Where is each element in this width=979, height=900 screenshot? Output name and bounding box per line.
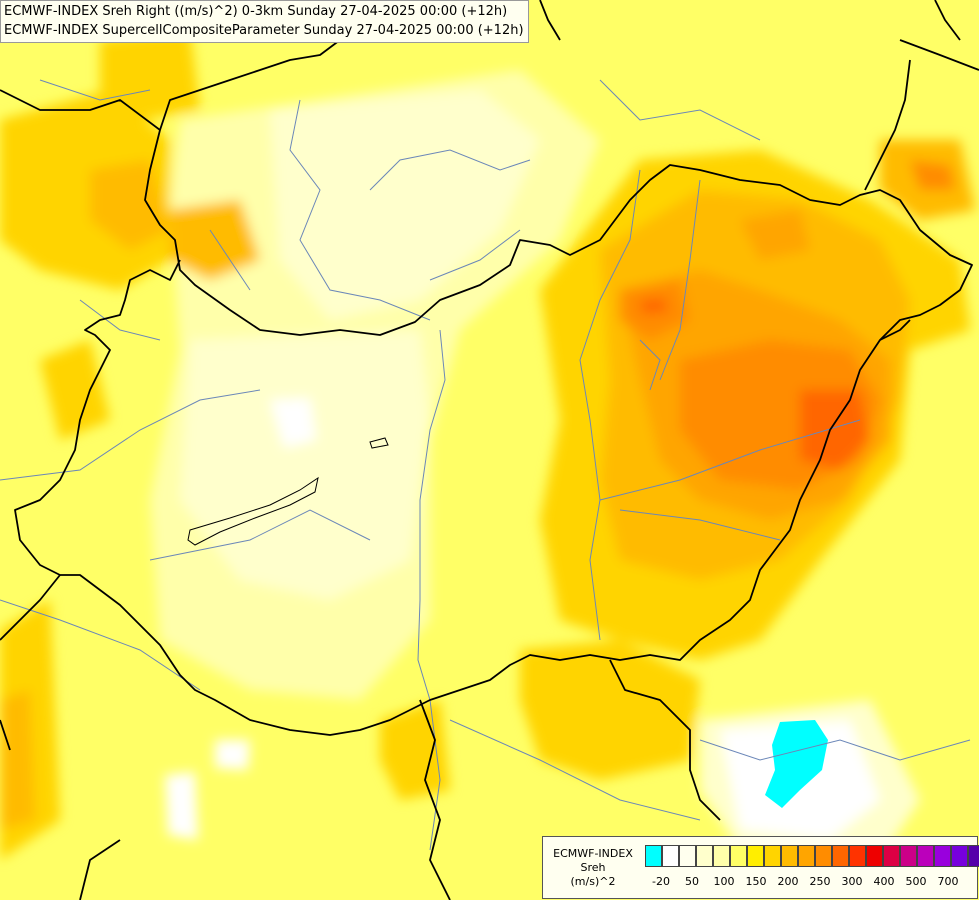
legend-swatch xyxy=(645,845,662,867)
legend-swatch xyxy=(696,845,713,867)
legend-swatch xyxy=(900,845,917,867)
legend-tick-label: 50 xyxy=(685,875,699,888)
legend-swatch xyxy=(713,845,730,867)
title-line-2: ECMWF-INDEX SupercellCompositeParameter … xyxy=(4,23,524,38)
legend-swatch xyxy=(849,845,866,867)
legend-tick-label: 200 xyxy=(777,875,799,888)
cyan-zone xyxy=(765,720,828,808)
legend-swatch xyxy=(917,845,934,867)
title-line-1: ECMWF-INDEX Sreh Right ((m/s)^2) 0-3km S… xyxy=(4,4,508,19)
legend-tick-label: 700 xyxy=(937,875,959,888)
legend-swatch xyxy=(662,845,679,867)
legend-swatch xyxy=(798,845,815,867)
map-title-box: ECMWF-INDEX Sreh Right ((m/s)^2) 0-3km S… xyxy=(0,0,529,43)
legend-tick-label: 250 xyxy=(809,875,831,888)
legend-variable: Sreh xyxy=(580,861,606,874)
legend-ticks: -20 50 100 150 200 250 300 400 500 700 xyxy=(645,875,975,889)
legend-text: ECMWF-INDEX Sreh (m/s)^2 xyxy=(543,847,643,889)
legend-swatch xyxy=(815,845,832,867)
legend-swatch xyxy=(832,845,849,867)
legend-swatch xyxy=(951,845,968,867)
legend-swatch xyxy=(866,845,883,867)
lake-balaton xyxy=(187,476,319,546)
legend-title: ECMWF-INDEX xyxy=(553,847,633,860)
legend-swatch xyxy=(747,845,764,867)
legend-tick-label: 300 xyxy=(841,875,863,888)
legend-tick-label: -20 xyxy=(652,875,670,888)
legend-swatch xyxy=(781,845,798,867)
color-legend: ECMWF-INDEX Sreh (m/s)^2 -20 50 100 150 200 2… xyxy=(542,836,979,899)
legend-swatch xyxy=(679,845,696,867)
legend-tick-label: 500 xyxy=(905,875,927,888)
legend-swatches xyxy=(645,845,979,867)
legend-tick-label: 400 xyxy=(873,875,895,888)
lake-small xyxy=(369,437,389,449)
legend-swatch xyxy=(730,845,747,867)
legend-unit: (m/s)^2 xyxy=(570,875,616,888)
sreh-field xyxy=(0,30,975,860)
legend-swatch xyxy=(934,845,951,867)
legend-swatch xyxy=(764,845,781,867)
legend-swatch xyxy=(883,845,900,867)
legend-tick-label: 100 xyxy=(713,875,735,888)
legend-tick-label: 150 xyxy=(745,875,767,888)
legend-swatch xyxy=(968,845,979,867)
